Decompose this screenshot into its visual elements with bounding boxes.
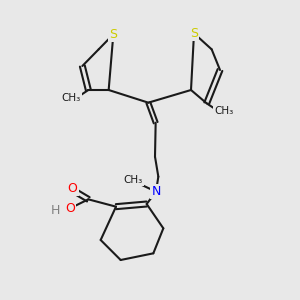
Text: CH₃: CH₃ <box>124 175 143 185</box>
Text: N: N <box>151 185 161 198</box>
Text: O: O <box>65 202 75 215</box>
Text: S: S <box>190 27 198 40</box>
Text: S: S <box>109 28 117 41</box>
Text: H: H <box>50 204 60 217</box>
Text: CH₃: CH₃ <box>62 93 81 103</box>
Text: CH₃: CH₃ <box>214 106 233 116</box>
Text: O: O <box>68 182 78 194</box>
